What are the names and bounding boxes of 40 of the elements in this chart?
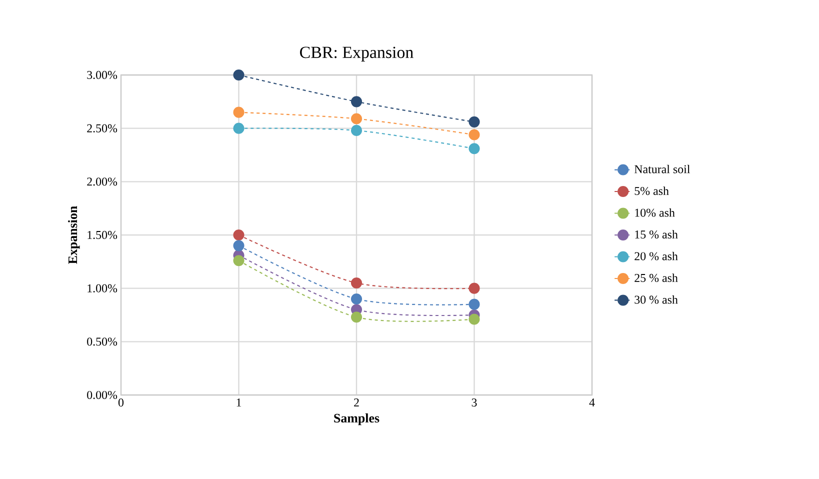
- x-tick-label: 4: [589, 398, 595, 406]
- legend-label: 30 % ash: [634, 295, 678, 304]
- y-tick-label: 2.50%: [87, 124, 118, 132]
- point: [468, 314, 480, 325]
- point: [233, 122, 244, 134]
- point: [350, 113, 362, 124]
- point: [468, 143, 480, 154]
- point: [350, 312, 362, 323]
- point: [233, 69, 244, 81]
- legend-label: 15 % ash: [635, 230, 678, 239]
- point: [233, 106, 244, 118]
- y-tick-label: 1.50%: [88, 230, 118, 240]
- legend-label: 20 % ash: [634, 252, 678, 260]
- point: [233, 229, 244, 241]
- point: [468, 298, 480, 310]
- chart-title: CBR: Expansion: [300, 46, 414, 62]
- y-tick-label: 0.00%: [87, 390, 118, 400]
- y-axis-title: Expansion: [68, 206, 80, 264]
- point: [233, 240, 244, 252]
- point: [350, 124, 362, 136]
- legend-label: Natural soil: [634, 164, 690, 174]
- y-tick-label: 3.00%: [87, 70, 118, 80]
- x-axis-title: Samples: [334, 413, 380, 426]
- y-tick-label: 0.50%: [87, 338, 118, 346]
- point: [468, 129, 480, 140]
- legend-label: 5% ash: [634, 186, 669, 196]
- point: [350, 293, 362, 305]
- y-tick-label: 2.00%: [87, 178, 118, 186]
- x-tick-label: 0: [118, 398, 124, 407]
- point: [468, 282, 480, 294]
- point: [233, 255, 244, 266]
- point: [468, 116, 480, 128]
- legend-label: 10% ash: [635, 208, 675, 217]
- y-tick-label: 1.00%: [88, 284, 118, 292]
- x-tick-label: 1: [236, 398, 242, 406]
- x-tick-label: 3: [472, 398, 477, 407]
- legend-label: 25 % ash: [634, 274, 678, 282]
- point: [350, 277, 362, 289]
- point: [350, 96, 362, 108]
- x-tick-label: 2: [354, 398, 359, 406]
